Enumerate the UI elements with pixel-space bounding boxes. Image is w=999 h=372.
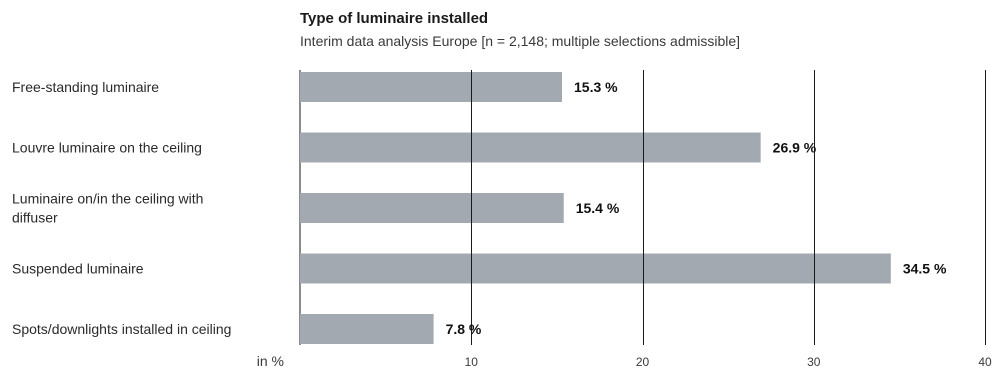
x-tick-label-40: 40 [978,355,992,369]
x-tick-label-30: 30 [807,355,821,369]
x-tick-label-20: 20 [636,355,650,369]
category-label-3-line-2: diffuser [12,210,58,226]
category-label-3-line-1: Luminaire on/in the ceiling with [12,191,203,207]
value-label-2: 26.9 % [773,140,817,156]
chart-title: Type of luminaire installed [300,10,489,27]
x-tick-label-10: 10 [465,355,479,369]
category-label-2: Louvre luminaire on the ceiling [12,140,202,156]
bar-5 [300,314,434,344]
bar-4 [300,253,891,284]
bar-2 [300,132,761,163]
x-axis-unit-label: in % [256,353,284,369]
category-label-5: Spots/downlights installed in ceiling [12,321,231,337]
category-label-1: Free-standing luminaire [12,79,159,95]
bar-3 [300,193,564,223]
category-label-4: Suspended luminaire [12,261,144,277]
value-label-3: 15.4 % [576,200,620,216]
value-label-1: 15.3 % [574,79,618,95]
chart-subtitle: Interim data analysis Europe [n = 2,148;… [300,33,741,49]
bar-1 [300,72,563,102]
value-label-5: 7.8 % [446,321,482,337]
value-label-4: 34.5 % [903,261,947,277]
